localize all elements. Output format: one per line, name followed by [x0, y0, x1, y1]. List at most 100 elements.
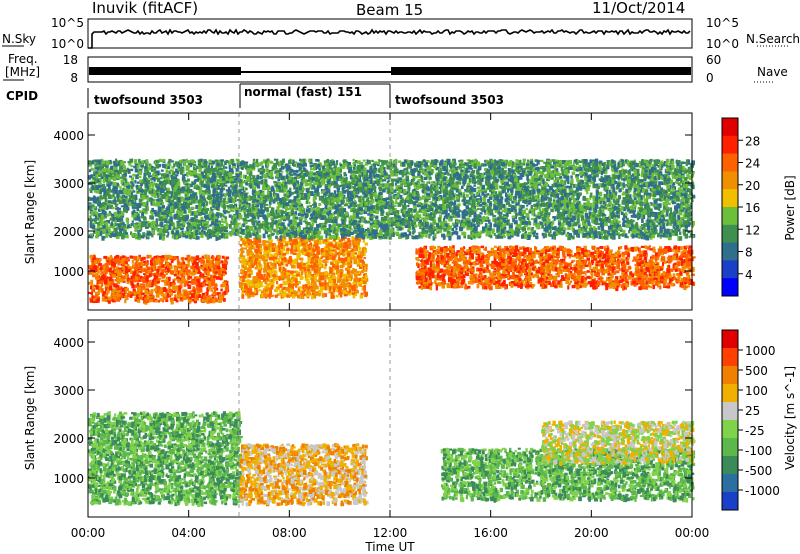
heatmap-cell — [636, 282, 639, 286]
heatmap-cell — [307, 267, 311, 272]
heatmap-cell — [246, 283, 251, 286]
freq-block-3 — [391, 67, 691, 75]
heatmap-cell — [687, 250, 692, 254]
heatmap-cell — [484, 286, 488, 290]
heatmap-cell — [335, 233, 339, 238]
heatmap-cell — [657, 253, 660, 258]
heatmap-cell — [331, 272, 335, 277]
heatmap-cell — [303, 242, 306, 247]
heatmap-cell — [605, 258, 610, 263]
heatmap-cell — [642, 259, 646, 264]
heatmap-cell — [263, 278, 266, 283]
heatmap-cell — [163, 274, 166, 277]
heatmap-cell — [348, 284, 352, 288]
heatmap-cell — [323, 246, 326, 250]
heatmap-cell — [510, 281, 515, 285]
heatmap-cell — [432, 181, 436, 184]
heatmap-cell — [100, 288, 104, 293]
heatmap-cell — [335, 160, 338, 166]
heatmap-cell — [568, 255, 572, 259]
heatmap-cell — [313, 240, 317, 246]
heatmap-cell — [347, 257, 351, 263]
heatmap-cell — [562, 268, 567, 273]
heatmap-cell — [415, 257, 419, 260]
heatmap-cell — [175, 299, 179, 303]
heatmap-cell — [450, 268, 453, 273]
heatmap-cell — [540, 279, 544, 285]
heatmap-cell — [292, 252, 297, 255]
heatmap-cell — [309, 247, 312, 251]
heatmap-cell — [291, 277, 295, 282]
heatmap-cell — [395, 225, 398, 228]
heatmap-cell — [359, 259, 364, 263]
heatmap-cell — [248, 280, 253, 285]
heatmap-cell — [450, 283, 454, 289]
heatmap-cell — [529, 256, 534, 260]
heatmap-cell — [675, 250, 679, 253]
heatmap-cell — [277, 284, 281, 288]
heatmap-cell — [342, 273, 347, 278]
heatmap-cell — [172, 279, 176, 283]
heatmap-cell — [504, 270, 507, 275]
heatmap-cell — [601, 263, 604, 269]
heatmap-cell — [188, 299, 193, 303]
heatmap-cell — [272, 282, 275, 288]
heatmap-cell — [661, 262, 664, 267]
heatmap-cell — [360, 281, 364, 285]
heatmap-cell — [242, 286, 245, 291]
heatmap-cell — [244, 263, 248, 268]
heatmap-cell — [329, 251, 334, 255]
heatmap-cell — [174, 294, 177, 298]
heatmap-cell — [195, 257, 199, 261]
heatmap-cell — [316, 250, 321, 255]
heatmap-cell — [632, 280, 636, 285]
heatmap-cell — [277, 293, 280, 296]
heatmap-cell — [163, 269, 166, 273]
heatmap-cell — [279, 289, 283, 294]
heatmap-cell — [88, 281, 91, 285]
heatmap-cell — [353, 278, 356, 284]
heatmap-cell — [277, 241, 282, 246]
heatmap-cell — [357, 216, 361, 220]
heatmap-cell — [136, 270, 139, 274]
heatmap-cell — [206, 258, 210, 262]
heatmap-cell — [197, 283, 201, 286]
heatmap-cell — [124, 261, 128, 265]
heatmap-cell — [154, 276, 158, 279]
heatmap-cell — [554, 285, 558, 289]
heatmap-cell — [579, 265, 583, 269]
heatmap-cell — [130, 270, 133, 275]
heatmap-cell — [679, 282, 684, 287]
heatmap-cell — [664, 279, 668, 284]
heatmap-cell — [553, 275, 558, 281]
heatmap-cell — [303, 245, 307, 249]
heatmap-cell — [621, 269, 625, 273]
heatmap-cell — [442, 280, 445, 285]
heatmap-cell — [444, 270, 448, 275]
heatmap-cell — [258, 243, 262, 249]
heatmap-cell — [582, 276, 586, 281]
heatmap-cell — [333, 165, 337, 169]
heatmap-cell — [509, 256, 512, 262]
heatmap-cell — [303, 247, 307, 253]
heatmap-cell — [312, 248, 316, 253]
heatmap-cell — [201, 293, 205, 297]
heatmap-cell — [518, 279, 521, 285]
heatmap-cell — [626, 261, 630, 265]
heatmap-cell — [113, 263, 116, 266]
heatmap-cell — [441, 284, 444, 288]
heatmap-cell — [612, 285, 616, 290]
heatmap-cell — [683, 269, 686, 274]
heatmap-cell — [312, 281, 316, 286]
heatmap-cell — [249, 291, 253, 296]
heatmap-cell — [156, 272, 161, 277]
heatmap-cell — [94, 260, 98, 265]
heatmap-cell — [680, 246, 683, 251]
heatmap-cell — [528, 267, 532, 271]
heatmap-cell — [625, 183, 628, 186]
heatmap-cell — [652, 246, 656, 251]
heatmap-cell — [472, 280, 476, 283]
heatmap-cell — [285, 242, 288, 247]
heatmap-cell — [571, 202, 575, 205]
heatmap-cell — [526, 272, 529, 276]
